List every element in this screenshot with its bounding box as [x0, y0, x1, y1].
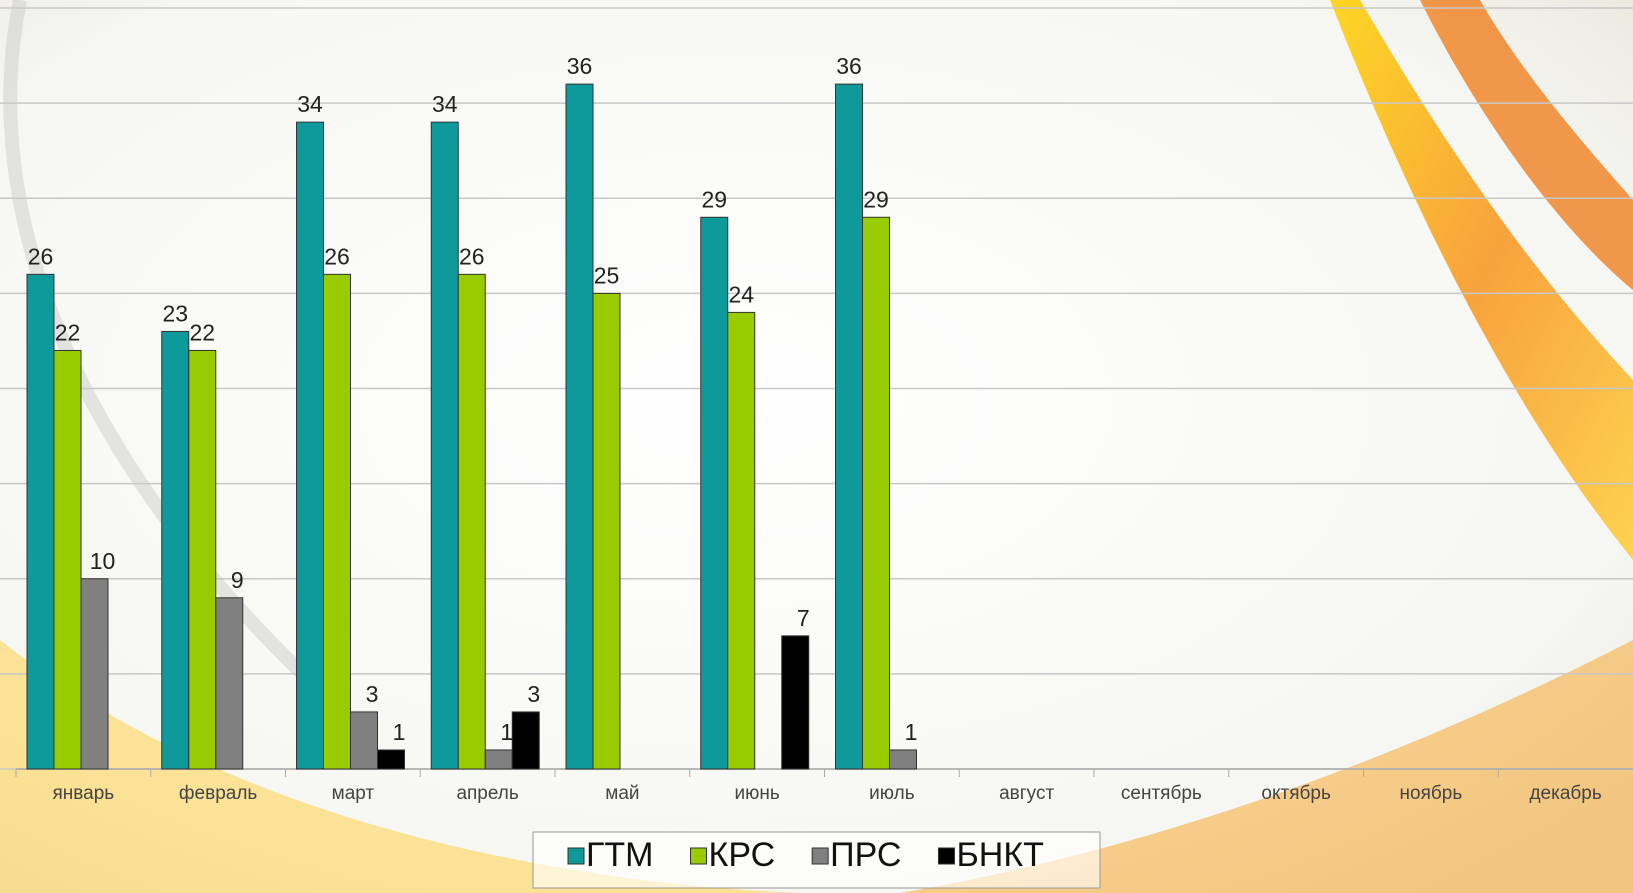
x-tick-label: апрель	[456, 783, 518, 804]
bar	[296, 121, 324, 770]
value-label: 3	[527, 681, 540, 707]
bar	[889, 749, 917, 770]
x-tick-label: май	[605, 783, 639, 804]
value-label: 22	[189, 320, 215, 346]
bar	[457, 273, 486, 770]
bar	[727, 311, 756, 770]
value-label: 36	[836, 53, 862, 79]
decor	[0, 640, 800, 893]
legend-swatch	[811, 847, 829, 865]
bar	[53, 349, 82, 770]
x-tick-label: сентябрь	[1121, 783, 1202, 804]
x-tick-label: июнь	[734, 783, 779, 804]
bar	[781, 635, 810, 770]
value-label: 34	[432, 91, 458, 117]
bar	[484, 749, 513, 770]
bar	[188, 349, 217, 770]
value-label: 1	[393, 719, 406, 745]
decor	[3, 0, 335, 706]
bar	[430, 121, 459, 770]
value-label: 9	[231, 567, 244, 593]
bar	[862, 216, 890, 770]
x-tick-label: декабрь	[1529, 783, 1601, 804]
value-label: 25	[594, 262, 620, 288]
legend-label: ГТМ	[586, 836, 654, 874]
bar	[26, 273, 55, 770]
value-label: 26	[28, 243, 54, 269]
bar	[377, 749, 405, 770]
bar	[80, 578, 109, 770]
legend-swatch	[690, 847, 708, 865]
x-tick-label: октябрь	[1261, 783, 1331, 804]
value-label: 23	[162, 301, 188, 327]
decor	[1420, 0, 1633, 290]
bar	[350, 711, 378, 770]
value-label: 1	[500, 719, 513, 745]
bar	[161, 330, 190, 770]
legend-swatch	[567, 847, 585, 865]
value-label: 29	[701, 186, 727, 212]
x-tick-label: январь	[53, 783, 115, 804]
decor	[1330, 0, 1633, 560]
value-label: 22	[55, 320, 81, 346]
x-tick-label: август	[999, 783, 1054, 804]
bar	[835, 83, 863, 770]
x-tick-label: март	[332, 783, 375, 804]
value-label: 1	[905, 719, 918, 745]
value-label: 7	[797, 605, 810, 631]
legend-label: БНКТ	[956, 836, 1043, 874]
bar	[323, 273, 351, 770]
value-label: 26	[459, 243, 485, 269]
bar	[700, 216, 729, 770]
value-label: 10	[90, 548, 116, 574]
value-label: 3	[366, 681, 379, 707]
value-label: 34	[297, 91, 323, 117]
x-tick-label: февраль	[179, 783, 258, 804]
value-label: 36	[567, 53, 593, 79]
bar	[511, 711, 540, 770]
value-label: 26	[324, 243, 350, 269]
value-label: 24	[728, 281, 754, 307]
legend-swatch	[937, 847, 955, 865]
bar	[592, 292, 621, 770]
x-tick-label: ноябрь	[1400, 783, 1463, 804]
value-label: 29	[863, 186, 889, 212]
legend-label: ПРС	[830, 836, 901, 874]
x-tick-label: июль	[869, 783, 915, 804]
decor	[900, 640, 1633, 893]
bar	[215, 597, 244, 770]
legend-label: КРС	[709, 836, 776, 874]
bar	[565, 83, 594, 770]
